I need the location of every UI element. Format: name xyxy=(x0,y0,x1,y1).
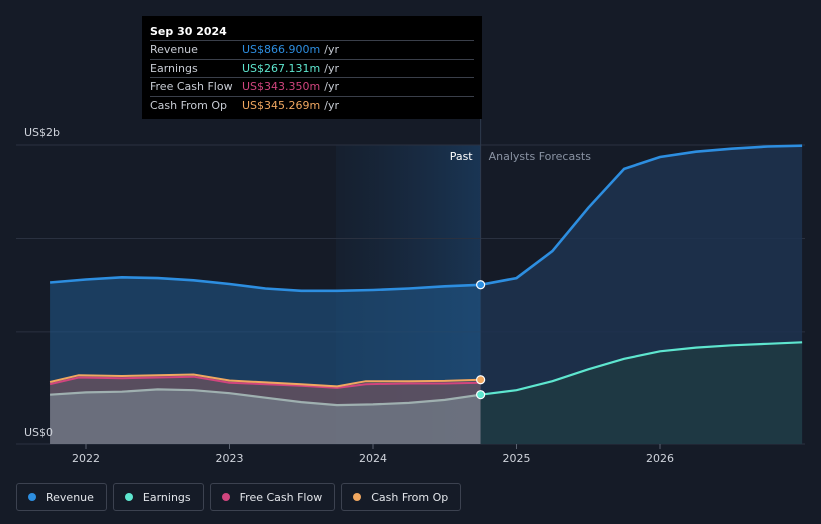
cash-from-op-marker xyxy=(476,375,486,385)
tooltip-label: Earnings xyxy=(150,61,198,75)
x-axis-tick-label: 2023 xyxy=(216,452,244,465)
x-axis-tick-label: 2024 xyxy=(359,452,387,465)
earnings-line-forecast xyxy=(480,341,803,396)
legend-item-cash-from-op[interactable]: Cash From Op xyxy=(341,483,462,511)
legend-label: Free Cash Flow xyxy=(239,490,323,504)
forecast-label: Analysts Forecasts xyxy=(489,150,592,163)
y-axis-min-label: US$0 xyxy=(24,426,53,439)
legend-dot-icon xyxy=(124,493,133,501)
tooltip-unit: /yr xyxy=(324,61,339,75)
earnings-marker xyxy=(476,390,486,400)
tooltip-value: US$267.131m xyxy=(242,61,321,75)
tooltip-row-free-cash-flow: Free Cash Flow US$343.350m /yr xyxy=(150,77,474,96)
earnings-line-past xyxy=(50,388,481,407)
x-axis-tick-label: 2026 xyxy=(646,452,674,465)
legend-label: Earnings xyxy=(142,490,191,504)
tooltip-unit: /yr xyxy=(324,43,339,57)
legend-dot-icon xyxy=(28,493,36,501)
legend-dot-icon xyxy=(221,493,230,501)
y-axis-max-label: US$2b xyxy=(24,126,60,139)
tooltip-row-revenue: Revenue US$866.900m /yr xyxy=(150,40,474,59)
past-label: Past xyxy=(450,150,474,163)
x-axis-tick-label: 2022 xyxy=(72,452,100,465)
tooltip-date: Sep 30 2024 xyxy=(150,25,227,38)
tooltip-label: Free Cash Flow xyxy=(150,80,233,94)
legend-item-revenue[interactable]: Revenue xyxy=(16,483,107,511)
legend-item-free-cash-flow[interactable]: Free Cash Flow xyxy=(209,483,336,511)
tooltip-unit: /yr xyxy=(324,80,339,94)
legend-label: Revenue xyxy=(46,490,94,504)
free-cash-flow-line xyxy=(49,375,481,389)
legend-item-earnings[interactable]: Earnings xyxy=(112,483,204,511)
data-tooltip: Sep 30 2024 Revenue US$866.900m /yr Earn… xyxy=(142,16,482,119)
tooltip-row-cash-from-op: Cash From Op US$345.269m /yr xyxy=(150,95,474,115)
tooltip-unit: /yr xyxy=(324,98,339,112)
x-axis-tick-label: 2025 xyxy=(503,452,531,465)
tooltip-label: Cash From Op xyxy=(150,98,228,112)
cash-from-op-line xyxy=(49,373,481,388)
legend-label: Cash From Op xyxy=(371,490,449,504)
revenue-line xyxy=(49,144,803,293)
tooltip-value: US$343.350m xyxy=(242,80,321,94)
tooltip-row-earnings: Earnings US$267.131m /yr xyxy=(150,58,474,78)
earnings-area-forecast xyxy=(480,342,803,444)
tooltip-label: Revenue xyxy=(150,43,198,57)
earnings-area-past xyxy=(50,389,481,444)
legend-dot-icon xyxy=(353,493,362,501)
tooltip-value: US$345.269m xyxy=(242,98,321,112)
revenue-marker xyxy=(476,280,486,290)
chart-legend: Revenue Earnings Free Cash Flow Cash Fro… xyxy=(16,483,462,511)
tooltip-value: US$866.900m xyxy=(242,43,321,57)
